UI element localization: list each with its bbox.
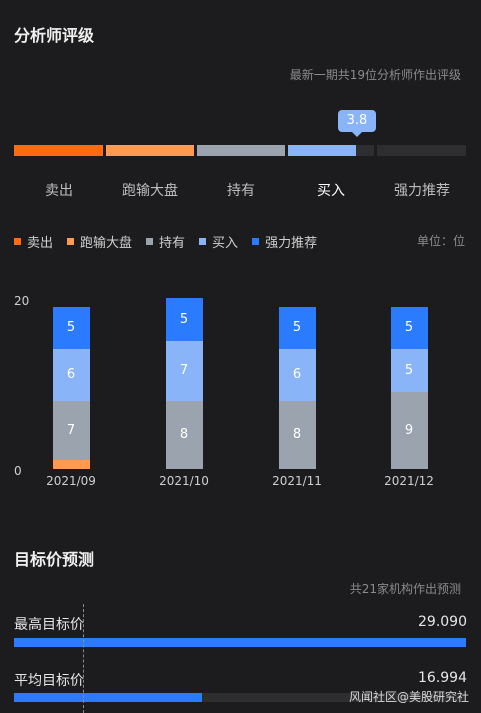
legend-item-hold[interactable]: 持有	[146, 232, 185, 251]
rating-segment-hold	[197, 145, 285, 156]
current-score-badge: 3.8	[338, 110, 376, 132]
bar-segment-hold[interactable]: 8	[165, 400, 203, 469]
bar-segment-underperform[interactable]	[52, 460, 90, 469]
y-tick-max: 20	[14, 294, 30, 308]
legend-swatch-strong-buy	[252, 238, 260, 245]
rating-label-buy: 买入	[317, 183, 345, 199]
legend-label: 买入	[212, 236, 239, 251]
bar-segment-strong-buy[interactable]: 5	[165, 298, 203, 341]
target-price-note: 共21家机构作出预测	[349, 582, 461, 596]
legend-item-sell[interactable]: 卖出	[14, 232, 53, 251]
analyst-rating-title: 分析师评级	[14, 26, 95, 45]
bar-value-label: 5	[404, 363, 414, 379]
max-target-bar-fill	[14, 638, 466, 647]
chart-legend: 卖出 跑输大盘 持有 买入 强力推荐	[14, 232, 317, 251]
rating-segment-strong-buy	[377, 145, 466, 156]
bar-segment-buy[interactable]: 7	[165, 340, 203, 401]
legend-label: 强力推荐	[265, 236, 318, 251]
x-tick-label: 2021/12	[384, 474, 434, 488]
bar-value-label: 6	[292, 367, 302, 383]
avg-target-bar-fill	[14, 693, 202, 702]
bar-value-label: 7	[66, 423, 76, 439]
bar-segment-strong-buy[interactable]: 5	[52, 306, 90, 350]
x-tick-label: 2021/10	[159, 474, 209, 488]
current-score-pointer	[352, 132, 362, 137]
bar-value-label: 8	[292, 427, 302, 443]
analyst-count-note: 最新一期共19位分析师作出评级	[289, 68, 461, 82]
legend-item-strong-buy[interactable]: 强力推荐	[252, 232, 317, 251]
bar-value-label: 5	[179, 311, 189, 327]
legend-swatch-underperform	[67, 238, 75, 245]
bar-value-label: 5	[404, 320, 414, 336]
avg-target-bar	[14, 693, 466, 702]
legend-swatch-sell	[14, 238, 21, 245]
rating-label-sell: 卖出	[45, 183, 73, 199]
rating-segment-buy-filled	[288, 145, 356, 156]
rating-segment-underperform	[106, 145, 194, 156]
current-price-marker	[83, 604, 84, 713]
unit-label: 单位：位	[416, 234, 465, 248]
rating-label-strong-buy: 强力推荐	[394, 183, 450, 199]
target-price-title: 目标价预测	[14, 550, 95, 569]
rating-segment-sell	[14, 145, 103, 156]
rating-label-underperform: 跑输大盘	[122, 183, 178, 199]
bar-segment-strong-buy[interactable]: 5	[390, 306, 428, 350]
bar-segment-strong-buy[interactable]: 5	[278, 306, 316, 350]
bar-value-label: 5	[66, 320, 76, 336]
max-target-label: 最高目标价	[14, 617, 84, 633]
bar-segment-hold[interactable]: 9	[390, 392, 428, 469]
x-tick-label: 2021/09	[46, 474, 96, 488]
bar-value-label: 9	[404, 423, 414, 439]
x-tick-label: 2021/11	[272, 474, 322, 488]
legend-label: 卖出	[27, 236, 54, 251]
bar-segment-buy[interactable]: 6	[52, 349, 90, 401]
rating-label-hold: 持有	[227, 183, 255, 199]
source-watermark: 风闻社区@美股研究社	[348, 690, 469, 704]
bar-segment-hold[interactable]: 8	[278, 400, 316, 469]
max-target-bar	[14, 638, 466, 647]
bar-value-label: 8	[179, 427, 189, 443]
bar-value-label: 5	[292, 320, 302, 336]
legend-label: 持有	[159, 236, 186, 251]
legend-swatch-hold	[146, 238, 154, 245]
y-tick-min: 0	[14, 464, 22, 478]
bar-value-label: 6	[66, 367, 76, 383]
max-target-value: 29.090	[418, 614, 467, 630]
legend-item-underperform[interactable]: 跑输大盘	[67, 232, 132, 251]
avg-target-value: 16.994	[418, 670, 467, 686]
legend-swatch-buy	[199, 238, 207, 245]
legend-label: 跑输大盘	[80, 236, 133, 251]
bar-segment-hold[interactable]: 7	[52, 400, 90, 461]
legend-item-buy[interactable]: 买入	[199, 232, 238, 251]
rating-segment-buy-empty	[356, 145, 374, 156]
bar-value-label: 7	[179, 363, 189, 379]
bar-segment-buy[interactable]: 6	[278, 349, 316, 401]
bar-segment-buy[interactable]: 5	[390, 349, 428, 393]
avg-target-label: 平均目标价	[14, 673, 84, 689]
